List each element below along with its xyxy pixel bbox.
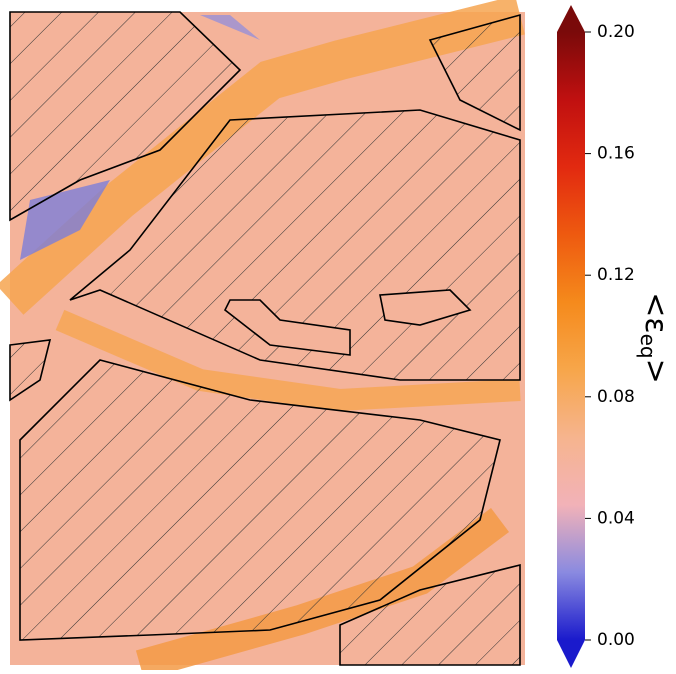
- colorbar-tick-label: 0.20: [597, 22, 635, 42]
- colorbar-tick-label: 0.08: [597, 387, 635, 407]
- colorbar-gradient: [557, 32, 585, 640]
- colorbar-tick-label: 0.12: [597, 265, 635, 285]
- colorbar-extend-top: [557, 5, 585, 32]
- colorbar-tick-label: 0.04: [597, 508, 635, 528]
- colorbar-extend-bottom: [557, 640, 585, 668]
- strain-map: [0, 0, 525, 674]
- colorbar-label: <εeq>: [637, 292, 674, 384]
- label-suffix: >: [639, 359, 674, 384]
- label-subscript: eq: [637, 334, 661, 359]
- colorbar-tick-label: 0.00: [597, 630, 635, 650]
- colorbar-tick-label: 0.16: [597, 144, 635, 164]
- label-text: <ε: [639, 292, 674, 333]
- colorbar: 0.00 0.04 0.08 0.12 0.16 0.20: [557, 5, 635, 668]
